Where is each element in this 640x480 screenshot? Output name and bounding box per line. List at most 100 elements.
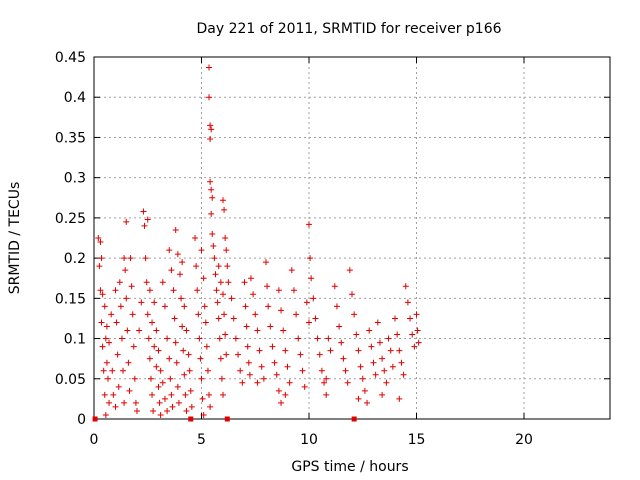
data-point — [357, 363, 364, 370]
data-point — [209, 230, 216, 237]
data-point — [156, 399, 163, 406]
data-point — [221, 311, 228, 318]
data-point — [278, 399, 285, 406]
data-point — [225, 279, 232, 286]
data-point — [286, 379, 293, 386]
data-point — [128, 283, 135, 290]
data-point — [413, 311, 420, 318]
data-point-zero — [351, 416, 357, 422]
data-point — [169, 403, 176, 410]
data-point — [394, 331, 401, 338]
data-point — [284, 363, 291, 370]
data-point — [207, 403, 214, 410]
data-point — [250, 291, 257, 298]
data-point — [180, 347, 187, 354]
data-point — [235, 351, 242, 358]
data-point — [112, 287, 119, 294]
data-point — [264, 283, 271, 290]
data-point — [122, 267, 129, 274]
data-point — [374, 319, 381, 326]
data-point — [116, 279, 123, 286]
data-point — [121, 255, 128, 262]
data-point — [202, 319, 209, 326]
data-point — [290, 287, 297, 294]
data-point — [166, 247, 173, 254]
data-point — [316, 351, 323, 358]
data-point — [224, 263, 231, 270]
data-point — [140, 208, 147, 215]
data-point — [113, 319, 120, 326]
data-point — [131, 375, 138, 382]
data-point — [256, 347, 263, 354]
data-point — [118, 335, 125, 342]
data-point — [117, 303, 124, 310]
y-tick-label: 0 — [77, 412, 86, 428]
data-point — [323, 375, 330, 382]
data-point — [331, 283, 338, 290]
data-point — [265, 303, 272, 310]
data-point — [344, 379, 351, 386]
data-point — [179, 259, 186, 266]
data-point — [295, 335, 302, 342]
data-point — [355, 347, 362, 354]
data-point — [172, 226, 179, 233]
y-tick-label: 0.05 — [55, 372, 86, 388]
data-point — [164, 335, 171, 342]
data-point — [244, 343, 251, 350]
data-point — [159, 279, 166, 286]
data-point — [355, 395, 362, 402]
data-point — [182, 391, 189, 398]
data-point — [263, 259, 269, 266]
data-point — [142, 255, 149, 262]
data-point — [150, 407, 157, 414]
data-point — [207, 178, 214, 185]
data-point — [215, 315, 222, 322]
data-point — [102, 411, 109, 418]
data-point — [327, 347, 334, 354]
data-point — [409, 331, 416, 338]
data-point — [364, 399, 371, 406]
data-point — [108, 311, 115, 318]
data-point — [220, 291, 226, 298]
data-point — [387, 347, 394, 354]
data-point — [340, 355, 347, 362]
data-point — [106, 399, 113, 406]
data-point — [254, 327, 261, 334]
data-point — [338, 339, 345, 346]
data-point — [123, 218, 130, 225]
data-point — [136, 327, 143, 334]
chart-title: Day 221 of 2011, SRMTID for receiver p16… — [196, 21, 501, 37]
data-point — [215, 263, 222, 270]
y-tick-label: 0.1 — [64, 332, 86, 348]
data-point — [197, 355, 204, 362]
data-point — [293, 311, 300, 318]
x-tick-label: 10 — [300, 432, 318, 448]
data-point — [241, 279, 248, 286]
data-point — [125, 359, 132, 366]
data-point — [389, 363, 396, 370]
data-point — [102, 335, 109, 342]
data-point — [123, 295, 130, 302]
data-point — [208, 210, 215, 217]
data-point — [217, 355, 224, 362]
data-point — [101, 391, 108, 398]
data-point — [245, 359, 252, 366]
data-point — [223, 247, 230, 254]
data-point — [141, 222, 148, 229]
data-point — [124, 327, 131, 334]
data-point — [247, 275, 254, 282]
data-point — [97, 239, 104, 246]
data-point — [414, 327, 421, 334]
y-tick-label: 0.25 — [55, 211, 86, 227]
data-point — [120, 367, 127, 374]
data-point — [195, 311, 202, 318]
data-point — [379, 355, 386, 362]
data-point — [209, 194, 216, 201]
data-point — [282, 391, 289, 398]
data-point — [196, 335, 203, 342]
data-point — [99, 291, 106, 298]
x-axis-label: GPS time / hours — [291, 459, 408, 475]
data-point — [144, 216, 151, 223]
data-point — [166, 355, 173, 362]
data-point — [200, 275, 207, 282]
